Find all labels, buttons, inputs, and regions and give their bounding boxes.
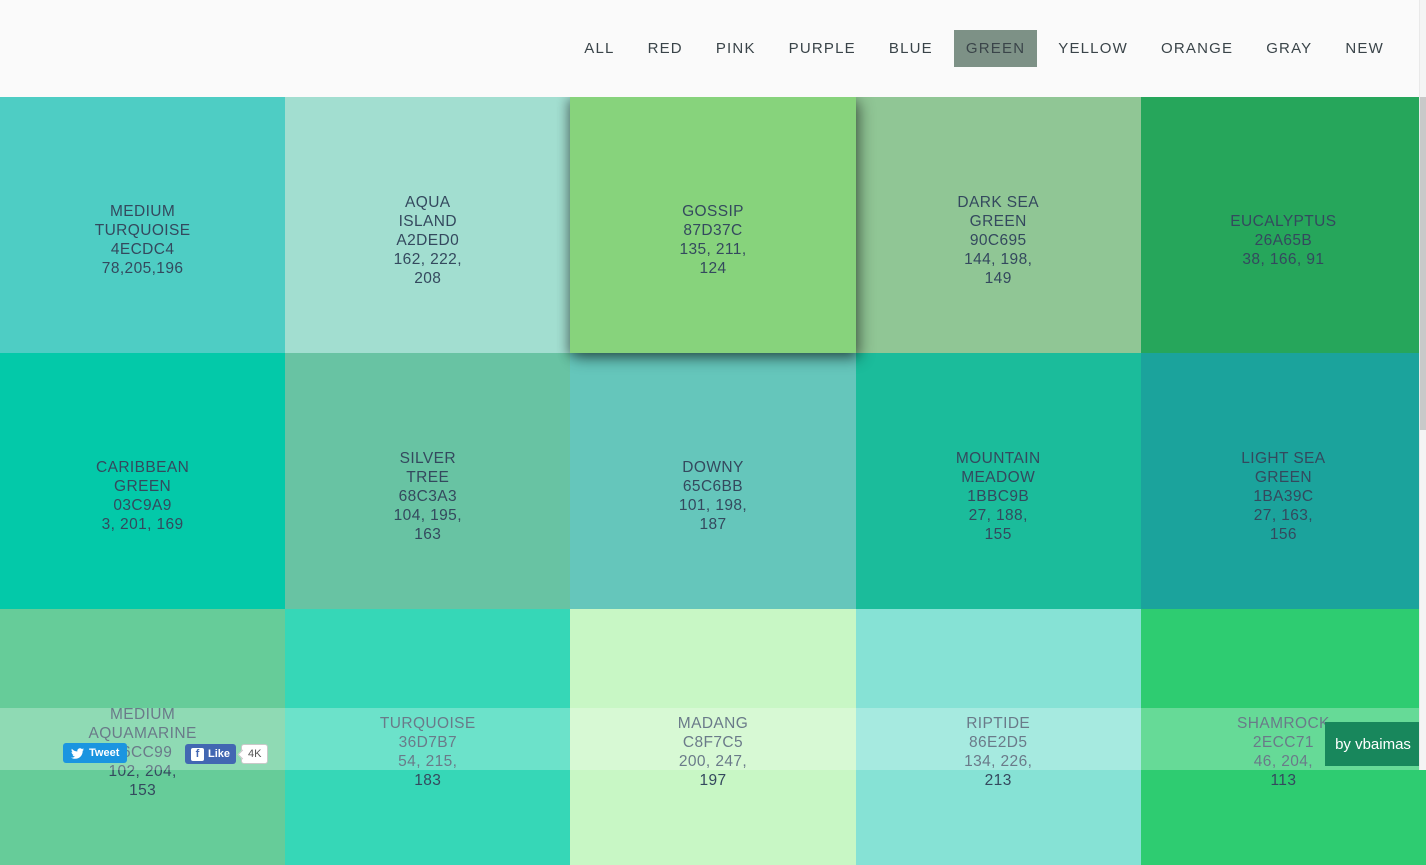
nav-item-red[interactable]: RED <box>636 30 695 67</box>
color-card-gossip[interactable]: GOSSIP 87D37C 135, 211, 124 <box>570 97 855 353</box>
nav-item-blue[interactable]: BLUE <box>877 30 945 67</box>
color-card-aqua-island[interactable]: AQUA ISLAND A2DED0 162, 222, 208 <box>285 97 570 353</box>
scrollbar-thumb[interactable] <box>1420 97 1426 430</box>
like-count-bubble: 4K <box>241 744 268 764</box>
category-nav: ALL REDPINKPURPLEBLUEGREENYELLOWORANGEGRA… <box>563 30 1396 67</box>
nav-item-pink[interactable]: PINK <box>704 30 768 67</box>
tweet-button[interactable]: Tweet <box>63 743 127 763</box>
top-nav-bar: ALL REDPINKPURPLEBLUEGREENYELLOWORANGEGRA… <box>0 0 1426 97</box>
nav-item-orange[interactable]: ORANGE <box>1149 30 1245 67</box>
nav-item-gray[interactable]: GRAY <box>1254 30 1324 67</box>
color-card-silver-tree[interactable]: SILVER TREE 68C3A3 104, 195, 163 <box>285 353 570 609</box>
color-card-medium-turquoise[interactable]: MEDIUM TURQUOISE 4ECDC4 78,205,196 <box>0 97 285 353</box>
color-card-label: GOSSIP 87D37C 135, 211, 124 <box>679 202 746 278</box>
color-card-label: SILVER TREE 68C3A3 104, 195, 163 <box>394 449 462 544</box>
like-label: Like <box>208 748 230 760</box>
color-card-label: MOUNTAIN MEADOW 1BBC9B 27, 188, 155 <box>956 449 1041 544</box>
credit-badge[interactable]: by vbaimas <box>1325 722 1421 766</box>
color-card-label: CARIBBEAN GREEN 03C9A9 3, 201, 169 <box>96 458 189 534</box>
color-card-eucalyptus[interactable]: EUCALYPTUS 26A65B 38, 166, 91 <box>1141 97 1426 353</box>
social-footer-overlay: Tweet f Like 4K <box>0 708 1419 770</box>
like-button[interactable]: f Like <box>185 744 236 764</box>
color-card-dark-sea-green[interactable]: DARK SEA GREEN 90C695 144, 198, 149 <box>856 97 1141 353</box>
nav-item-all[interactable]: ALL <box>572 30 626 67</box>
twitter-bird-icon <box>71 747 84 760</box>
color-card-label: AQUA ISLAND A2DED0 162, 222, 208 <box>394 193 462 288</box>
color-card-caribbean-green[interactable]: CARIBBEAN GREEN 03C9A9 3, 201, 169 <box>0 353 285 609</box>
nav-item-green[interactable]: GREEN <box>954 30 1037 67</box>
tweet-label: Tweet <box>89 747 119 759</box>
scrollbar-track[interactable] <box>1419 0 1426 770</box>
color-card-label: DOWNY 65C6BB 101, 198, 187 <box>679 458 747 534</box>
nav-item-purple[interactable]: PURPLE <box>777 30 868 67</box>
color-card-label: LIGHT SEA GREEN 1BA39C 27, 163, 156 <box>1241 449 1325 544</box>
facebook-f-icon: f <box>191 748 204 761</box>
color-card-light-sea-green[interactable]: LIGHT SEA GREEN 1BA39C 27, 163, 156 <box>1141 353 1426 609</box>
color-card-mountain-meadow[interactable]: MOUNTAIN MEADOW 1BBC9B 27, 188, 155 <box>856 353 1141 609</box>
color-card-label: DARK SEA GREEN 90C695 144, 198, 149 <box>957 193 1039 288</box>
color-card-downy[interactable]: DOWNY 65C6BB 101, 198, 187 <box>570 353 855 609</box>
nav-item-new[interactable]: NEW <box>1333 30 1396 67</box>
nav-item-yellow[interactable]: YELLOW <box>1046 30 1140 67</box>
color-card-label: MEDIUM TURQUOISE 4ECDC4 78,205,196 <box>95 202 191 278</box>
like-count-value: 4K <box>248 748 261 760</box>
color-card-label: EUCALYPTUS 26A65B 38, 166, 91 <box>1230 212 1336 269</box>
